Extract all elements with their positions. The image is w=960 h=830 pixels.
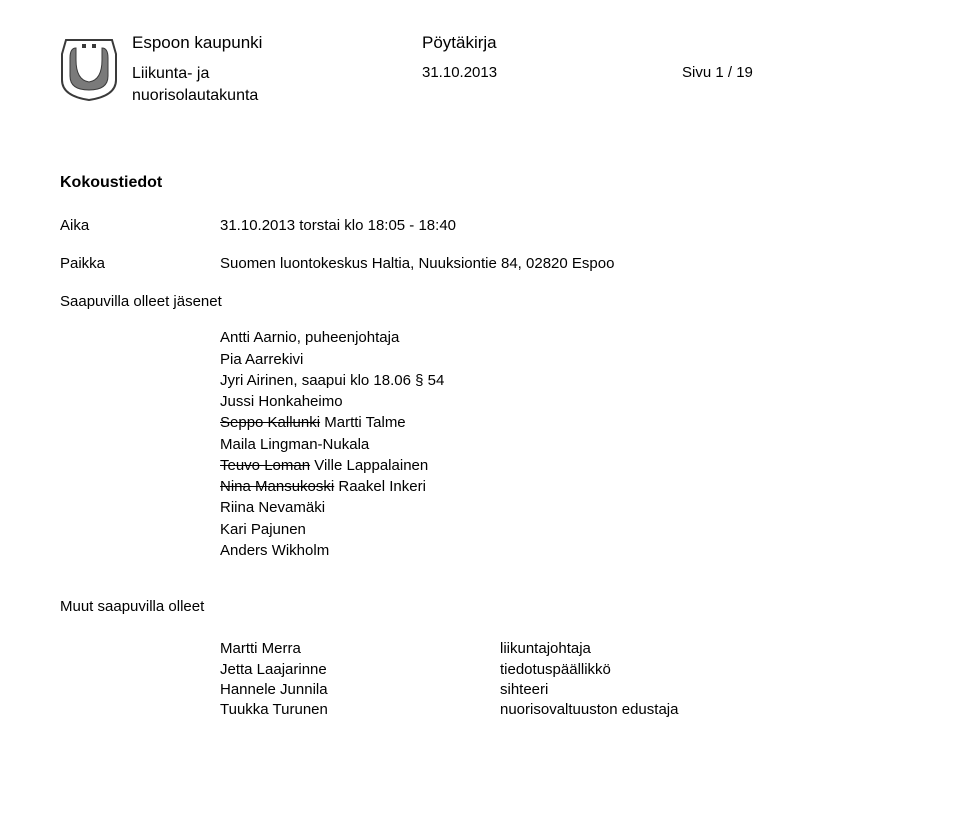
others-row: Tuukka Turunennuorisovaltuuston edustaja [220,700,900,720]
members-present-label: Saapuvilla olleet jäsenet [60,292,900,312]
header-blank [682,32,900,55]
member-struck: Nina Mansukoski [220,478,334,495]
other-name: Jetta Laajarinne [220,660,500,680]
member-line: Maila Lingman-Nukala [220,435,900,455]
member-post: Riina Nevamäki [220,499,325,516]
meeting-section-title: Kokoustiedot [60,172,900,194]
member-line: Kari Pajunen [220,520,900,540]
place-value: Suomen luontokeskus Haltia, Nuuksiontie … [220,254,614,274]
time-value: 31.10.2013 torstai klo 18:05 - 18:40 [220,216,456,236]
members-list: Antti Aarnio, puheenjohtaja Pia Aarrekivi… [220,328,900,561]
member-line: Jussi Honkaheimo [220,392,900,412]
others-row: Martti Merraliikuntajohtaja [220,639,900,659]
meeting-time-row: Aika 31.10.2013 torstai klo 18:05 - 18:4… [60,216,900,236]
others-table: Martti MerraliikuntajohtajaJetta Laajari… [220,639,900,720]
organization-name: Espoon kaupunki [132,32,422,55]
other-role: tiedotuspäällikkö [500,660,611,680]
member-line: Jyri Airinen, saapui klo 18.06 § 54 [220,371,900,391]
member-struck: Seppo Kallunki [220,414,320,431]
member-post: Pia Aarrekivi [220,351,303,368]
member-post: Antti Aarnio, puheenjohtaja [220,329,399,346]
member-line: Nina Mansukoski Raakel Inkeri [220,477,900,497]
document-header: Espoon kaupunki Pöytäkirja Liikunta- ja … [60,32,900,106]
member-post: Jussi Honkaheimo [220,393,343,410]
member-line: Anders Wikholm [220,541,900,561]
page-number: Sivu 1 / 19 [682,63,900,106]
member-post: Maila Lingman-Nukala [220,436,369,453]
board-line2: nuorisolautakunta [132,87,258,104]
espoo-logo-icon [60,34,118,102]
other-role: liikuntajohtaja [500,639,591,659]
member-post: Anders Wikholm [220,542,329,559]
member-line: Antti Aarnio, puheenjohtaja [220,328,900,348]
document-type: Pöytäkirja [422,32,682,55]
other-name: Hannele Junnila [220,680,500,700]
others-row: Hannele Junnilasihteeri [220,680,900,700]
member-line: Riina Nevamäki [220,498,900,518]
place-label: Paikka [60,254,220,274]
member-struck: Teuvo Loman [220,457,310,474]
member-post: Raakel Inkeri [334,478,426,495]
member-post: Ville Lappalainen [310,457,428,474]
member-post: Kari Pajunen [220,521,306,538]
other-role: sihteeri [500,680,548,700]
meeting-place-row: Paikka Suomen luontokeskus Haltia, Nuuks… [60,254,900,274]
member-line: Teuvo Loman Ville Lappalainen [220,456,900,476]
others-present-label: Muut saapuvilla olleet [60,597,900,617]
other-name: Martti Merra [220,639,500,659]
other-role: nuorisovaltuuston edustaja [500,700,678,720]
member-post: Martti Talme [320,414,406,431]
header-text-grid: Espoon kaupunki Pöytäkirja Liikunta- ja … [132,32,900,106]
other-name: Tuukka Turunen [220,700,500,720]
board-line1: Liikunta- ja [132,65,209,82]
others-row: Jetta Laajarinnetiedotuspäällikkö [220,660,900,680]
time-label: Aika [60,216,220,236]
board-name: Liikunta- ja nuorisolautakunta [132,63,422,106]
member-line: Pia Aarrekivi [220,350,900,370]
member-post: Jyri Airinen, saapui klo 18.06 § 54 [220,372,444,389]
member-line: Seppo Kallunki Martti Talme [220,413,900,433]
document-date: 31.10.2013 [422,63,682,106]
